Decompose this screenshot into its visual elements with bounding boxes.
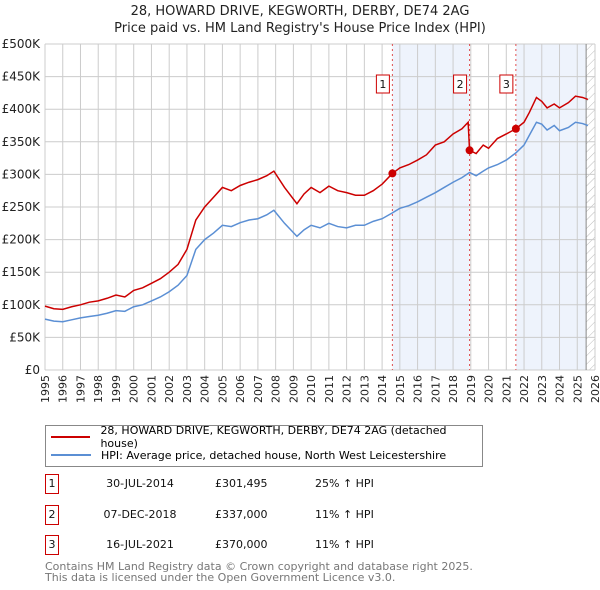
x-tick-label: 2022 [518,375,531,403]
plot-area: 1995 1996 1997 1998 1999 2000 2001 2002 2003 2004… [2,37,600,403]
y-tick-label: £350K [2,135,42,149]
y-tick-label: £500K [2,37,42,51]
x-tick-label: 2006 [234,375,247,403]
x-tick-label: 2011 [323,375,336,403]
sale-point [465,146,474,155]
sale-marker-badge: 1 [45,474,59,494]
legend-item-property: 28, HOWARD DRIVE, KEGWORTH, DERBY, DE74 … [51,424,482,450]
x-tick-label: 2019 [465,375,478,403]
y-tick-label: £0 [25,363,40,377]
x-tick-label: 1995 [39,375,52,403]
legend-label: 28, HOWARD DRIVE, KEGWORTH, DERBY, DE74 … [100,424,447,450]
x-tick-label: 1997 [74,375,87,403]
sale-point [511,124,520,133]
x-tick-label: 2007 [252,375,265,403]
sale-hpi-diff: 11% ↑ HPI [315,538,374,551]
sale-hpi-diff: 11% ↑ HPI [315,508,374,521]
legend-swatch-red [51,436,91,438]
chart-subtitle: Price paid vs. HM Land Registry's House … [114,21,486,36]
x-tick-label: 2010 [305,375,318,403]
x-tick-label: 2002 [163,375,176,403]
sale-price: £370,000 [215,538,268,551]
x-tick-label: 2024 [554,375,567,403]
sale-marker-label: 1 [379,78,386,91]
x-tick-label: 2016 [412,375,425,403]
x-tick-label: 2008 [270,375,283,403]
legend-label: HPI: Average price, detached house, Nort… [101,448,447,462]
sale-point [388,169,397,178]
x-tick-label: 2005 [216,375,229,403]
x-tick-label: 2021 [500,375,513,403]
x-tick-label: 2017 [429,375,442,403]
x-tick-label: 2013 [358,375,371,403]
series-line [44,121,589,323]
x-tick-label: 2023 [536,375,549,403]
y-tick-label: £50K [9,330,41,344]
x-tick-label: 1996 [57,375,70,403]
y-tick-label: £400K [2,102,42,116]
sale-marker-label: 3 [503,78,510,91]
x-tick-label: 2014 [376,375,389,403]
x-tick-label: 2025 [571,375,584,403]
x-tick-label: 2009 [287,375,300,403]
sale-marker-box [453,74,468,94]
legend: 28, HOWARD DRIVE, KEGWORTH, DERBY, DE74 … [45,424,483,467]
sale-marker-badge: 3 [45,535,59,555]
x-tick-label: 2000 [128,375,141,403]
x-tick-label: 2012 [341,375,354,403]
footer-copyright: Contains HM Land Registry data © Crown c… [45,560,473,573]
y-tick-label: £300K [2,167,42,181]
x-tick-label: 2004 [199,375,212,403]
sale-hpi-diff: 25% ↑ HPI [315,477,374,490]
chart-title: 28, HOWARD DRIVE, KEGWORTH, DERBY, DE74 … [130,4,470,19]
sale-date: 16-JUL-2021 [106,538,174,551]
y-tick-label: £150K [2,265,42,279]
y-tick-label: £450K [2,70,42,84]
y-tick-label: £100K [2,298,42,312]
x-tick-label: 2003 [181,375,194,403]
x-tick-label: 2026 [589,375,600,403]
x-tick-label: 2018 [447,375,460,403]
y-tick-label: £200K [2,233,42,247]
sale-price: £301,495 [215,477,268,490]
sale-marker-badge: 2 [45,505,59,525]
sale-marker-label: 2 [457,78,464,91]
sale-date: 07-DEC-2018 [103,508,177,521]
sale-date: 30-JUL-2014 [106,477,174,490]
legend-swatch-blue [51,454,91,456]
y-tick-label: £250K [2,200,42,214]
footer-licence: This data is licensed under the Open Gov… [45,571,396,584]
sale-marker-box [499,74,514,94]
x-tick-label: 1999 [110,375,123,403]
sale-price: £337,000 [215,508,268,521]
x-tick-label: 2020 [483,375,496,403]
x-tick-label: 1998 [92,375,105,403]
x-tick-label: 2015 [394,375,407,403]
sale-marker-box [375,74,390,94]
x-tick-label: 2001 [145,375,158,403]
legend-item-hpi: HPI: Average price, detached house, Nort… [51,447,446,463]
